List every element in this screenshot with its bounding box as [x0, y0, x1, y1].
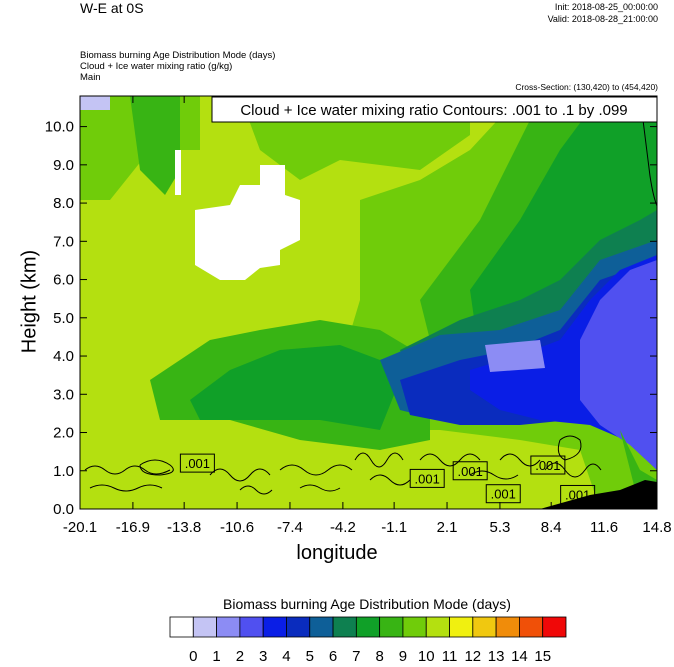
field-age-0-strip — [175, 150, 181, 195]
y-tick-label: 10.0 — [45, 119, 74, 136]
y-tick-label: 8.0 — [53, 195, 74, 212]
heatmap-field — [80, 96, 657, 509]
field-lowlevel-age-11 — [80, 450, 420, 509]
y-tick-label: 5.0 — [53, 310, 74, 327]
plot-title: W-E at 0S — [80, 0, 144, 16]
x-tick-label: -20.1 — [63, 519, 97, 536]
colorbar-swatch — [239, 616, 264, 638]
colorbar-label: 11 — [442, 648, 458, 665]
y-tick-label: 2.0 — [53, 425, 74, 442]
colorbar-label: 5 — [306, 648, 314, 665]
colorbar-label: 15 — [534, 648, 551, 665]
contour-marker-label: .001 — [491, 487, 516, 502]
colorbar-swatch — [542, 616, 567, 638]
colorbar-label: 8 — [375, 648, 383, 665]
contour-markers: .001 .001 .001 .001 .001 .001 — [179, 453, 596, 504]
y-tick-label: 7.0 — [53, 233, 74, 250]
x-axis: -20.1 -16.9 -13.8 -10.6 -7.4 -4.2 -1.1 2.1 5.3 8.… — [63, 96, 672, 536]
colorbar-swatch — [472, 616, 497, 638]
group-label: Main — [80, 72, 101, 83]
y-tick-label: 0.0 — [53, 501, 74, 518]
colorbar: 0 1 2 3 4 5 6 7 8 9 10 11 12 13 14 15 — [169, 616, 567, 665]
colorbar-label: 0 — [189, 648, 197, 665]
y-tick-label: 1.0 — [53, 463, 74, 480]
field-age-3 — [580, 260, 657, 470]
contour-marker-label: .001 — [565, 487, 590, 502]
contour-marker-box — [409, 468, 445, 488]
contour-marker-label: .001 — [535, 458, 560, 473]
x-tick-label: -16.9 — [116, 519, 150, 536]
contour-field-label: Cloud + Ice water mixing ratio (g/kg) — [80, 61, 233, 72]
contour-marker-box — [179, 453, 215, 473]
colorbar-swatch — [379, 616, 404, 638]
x-tick-label: -1.1 — [381, 519, 407, 536]
cross-section-label: Cross-Section: (130,420) to (454,420) — [515, 82, 658, 92]
field-mid-band-age-8 — [190, 345, 400, 430]
colorbar-label: 7 — [352, 648, 360, 665]
x-axis-label: longitude — [296, 542, 378, 564]
valid-time: Valid: 2018-08-28_21:00:00 — [547, 14, 658, 24]
contour-marker-box — [560, 484, 596, 504]
x-tick-label: 14.8 — [642, 519, 671, 536]
contour-marker-label: .001 — [458, 464, 483, 479]
contour-marker-box — [452, 461, 488, 481]
colorbar-label: 4 — [282, 648, 290, 665]
fill-field-label: Biomass burning Age Distribution Mode (d… — [80, 50, 276, 61]
colorbar-swatch — [449, 616, 474, 638]
x-tick-label: -13.8 — [167, 519, 201, 536]
field-age-0-patch — [195, 165, 300, 280]
colorbar-swatch — [402, 616, 427, 638]
plot-frame — [79, 95, 658, 510]
y-axis-label: Height (km) — [18, 249, 41, 354]
colorbar-swatch — [355, 616, 381, 638]
colorbar-label: 12 — [464, 648, 481, 665]
contour-info-label: Cloud + Ice water mixing ratio Contours:… — [240, 102, 627, 119]
x-tick-label: -10.6 — [220, 519, 254, 536]
x-tick-label: 11.6 — [590, 519, 618, 536]
terrain — [540, 480, 657, 509]
y-tick-label: 6.0 — [53, 272, 74, 289]
field-corner-age-1 — [80, 96, 110, 110]
colorbar-label: 10 — [418, 648, 435, 665]
contour-info-box — [211, 96, 658, 123]
init-time: Init: 2018-08-25_00:00:00 — [554, 2, 658, 12]
colorbar-label: 14 — [511, 648, 528, 665]
colorbar-swatch — [495, 616, 520, 638]
x-tick-label: -7.4 — [277, 519, 303, 536]
colorbar-label: 6 — [329, 648, 337, 665]
colorbar-label: 9 — [399, 648, 407, 665]
colorbar-swatch — [216, 616, 241, 638]
colorbar-swatch — [262, 616, 287, 638]
contour-marker-box — [530, 455, 566, 475]
colorbar-swatch — [309, 616, 334, 638]
colorbar-swatch — [332, 616, 357, 638]
contour-marker-box — [485, 484, 521, 504]
colorbar-swatch — [425, 616, 450, 638]
colorbar-swatch — [169, 616, 194, 638]
y-axis: 0.0 1.0 2.0 3.0 4.0 5.0 6.0 7.0 8.0 9.0 10.0 — [45, 119, 657, 518]
colorbar-label: 3 — [259, 648, 267, 665]
field-upper-left-age-9 — [130, 96, 180, 195]
y-tick-label: 3.0 — [53, 386, 74, 403]
x-tick-label: 8.4 — [541, 519, 562, 536]
y-tick-label: 4.0 — [53, 348, 74, 365]
colorbar-title: Biomass burning Age Distribution Mode (d… — [223, 596, 511, 612]
colorbar-swatch — [192, 616, 217, 638]
contour-marker-label: .001 — [415, 471, 440, 486]
contour-marker-label: .001 — [185, 456, 210, 471]
y-tick-label: 9.0 — [53, 157, 74, 174]
x-tick-label: 2.1 — [437, 519, 458, 536]
x-tick-label: 5.3 — [490, 519, 511, 536]
colorbar-label: 13 — [488, 648, 505, 665]
x-tick-label: -4.2 — [330, 519, 356, 536]
colorbar-label: 1 — [212, 648, 220, 665]
colorbar-label: 2 — [236, 648, 244, 665]
colorbar-swatch — [286, 616, 311, 638]
colorbar-swatch — [519, 616, 544, 638]
field-age-2-patch — [485, 340, 545, 372]
